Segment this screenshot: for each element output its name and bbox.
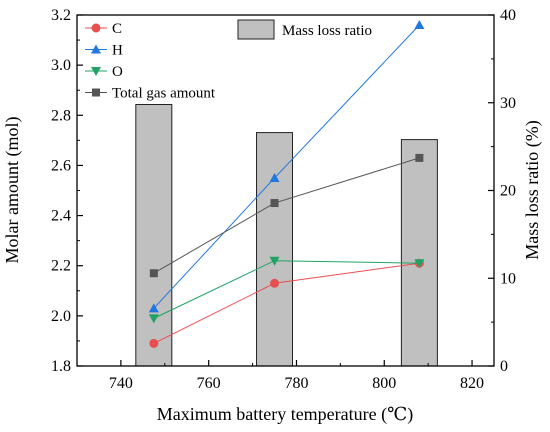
y-axis-left: 1.8 2.0 2.2 2.4 2.6 2.8 3.0 3.2 <box>51 7 83 375</box>
data-point-h <box>414 20 425 30</box>
data-point-o <box>269 256 280 266</box>
y-tick-label-right: 30 <box>500 95 516 112</box>
legend-label-o: O <box>112 64 123 80</box>
y-axis-right: 0 10 20 30 40 <box>488 7 516 375</box>
y-tick-label-left: 2.8 <box>51 107 71 124</box>
y-tick-label-right: 10 <box>500 270 516 287</box>
y-tick-label-left: 2.4 <box>51 208 71 225</box>
y-axis-label-right: Mass loss ratio (%) <box>522 120 543 259</box>
y-tick-label-left: 3.2 <box>51 7 71 24</box>
y-axis-label-left: Molar amount (mol) <box>2 117 23 264</box>
data-point-total-gas-amount <box>270 199 279 208</box>
legend-marker-c <box>91 23 101 33</box>
data-point-c <box>149 338 159 348</box>
legend-series: CHO Total gas amount <box>85 21 216 102</box>
y-tick-label-left: 3.0 <box>51 57 71 74</box>
data-point-o <box>148 314 159 324</box>
data-point-h <box>269 172 280 182</box>
bars-layer <box>135 104 438 367</box>
mass-loss-bar <box>256 132 294 367</box>
y-tick-label-left: 1.8 <box>51 358 71 375</box>
legend-label-c: C <box>112 21 122 37</box>
data-point-c <box>270 278 280 288</box>
legend-swatch-mass-loss-ratio <box>237 19 275 40</box>
legend-marker-o <box>91 67 101 76</box>
legend-bars: Mass loss ratio <box>237 19 372 40</box>
y-tick-label-right: 0 <box>500 358 508 375</box>
y-tick-label-left: 2.2 <box>51 258 71 275</box>
data-point-o <box>414 259 425 269</box>
legend-label-mass-loss-ratio: Mass loss ratio <box>282 23 372 39</box>
series-layer <box>148 20 425 348</box>
legend-marker-total-gas-amount <box>92 88 100 97</box>
y-tick-label-right: 20 <box>500 183 516 200</box>
x-tick-label: 760 <box>197 375 221 392</box>
y-tick-label-right: 40 <box>500 7 516 24</box>
x-tick-label: 780 <box>284 375 308 392</box>
x-tick-label: 820 <box>460 375 484 392</box>
x-tick-label: 740 <box>109 375 133 392</box>
data-point-h <box>148 303 159 313</box>
x-axis: 740 760 780 800 820 <box>109 360 484 392</box>
legend-marker-h <box>91 44 101 54</box>
mass-loss-bar <box>400 139 438 367</box>
x-axis-label: Maximum battery temperature (℃) <box>157 404 414 425</box>
mass-loss-bar <box>135 104 173 367</box>
legend-label-total-gas-amount: Total gas amount <box>112 86 216 102</box>
data-point-total-gas-amount <box>149 269 158 278</box>
y-tick-label-left: 2.6 <box>51 157 71 174</box>
data-point-total-gas-amount <box>415 153 424 162</box>
y-tick-label-left: 2.0 <box>51 308 71 325</box>
legend-label-h: H <box>112 43 123 59</box>
x-tick-label: 800 <box>372 375 396 392</box>
